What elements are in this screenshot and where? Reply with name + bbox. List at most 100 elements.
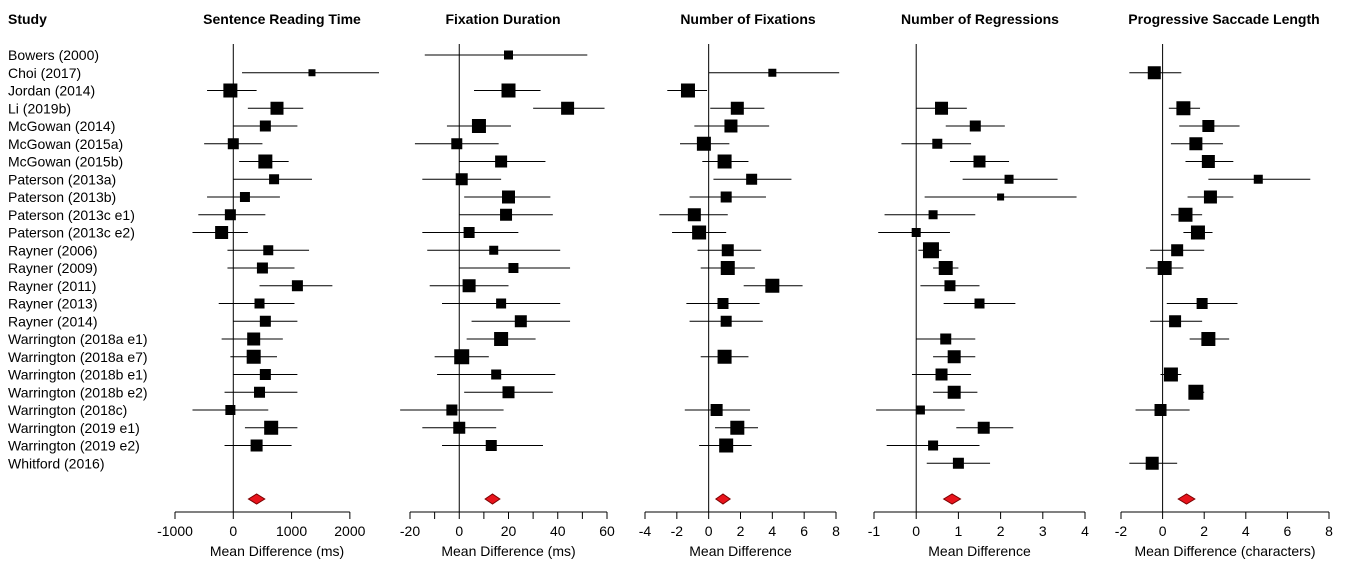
study-label: Paterson (2013b): [8, 189, 116, 205]
effect-size-marker: [944, 280, 956, 292]
study-label: Rayner (2006): [8, 242, 98, 258]
summary-diamond: [942, 493, 962, 505]
x-axis-label: Mean Difference: [689, 543, 792, 559]
effect-size-marker: [1190, 225, 1205, 240]
x-tick-label: -2: [671, 523, 684, 539]
forest-panel: Sentence Reading Time -1000 0 1000 2000 Mean …: [157, 11, 379, 559]
effect-size-marker: [911, 228, 921, 237]
effect-size-marker: [250, 439, 263, 452]
effect-size-marker: [254, 298, 265, 309]
effect-size-marker: [1154, 404, 1167, 416]
effect-size-marker: [724, 119, 738, 133]
summary-diamond: [1177, 493, 1196, 505]
effect-size-marker: [687, 208, 701, 222]
effect-size-marker: [1147, 66, 1161, 80]
effect-size-marker: [502, 190, 515, 204]
effect-size-marker: [462, 279, 476, 293]
study-label: Choi (2017): [8, 65, 81, 81]
effect-size-marker: [227, 138, 239, 150]
x-tick-label: 4: [768, 523, 776, 539]
effect-size-marker: [259, 120, 271, 132]
effect-size-marker: [1178, 207, 1193, 222]
x-tick-label: -1000: [157, 523, 193, 539]
forest-panel: Number of Fixations -4 -2 0 2 4 6 8 Mean Differe…: [639, 11, 840, 559]
effect-size-marker: [225, 405, 236, 415]
study-label: Rayner (2014): [8, 313, 98, 329]
effect-size-marker: [720, 315, 732, 327]
effect-size-marker: [922, 242, 939, 259]
effect-size-marker: [720, 191, 732, 203]
x-tick-label: 1: [955, 523, 963, 539]
effect-size-marker: [952, 457, 964, 469]
x-tick-label: 1000: [276, 523, 307, 539]
study-label: McGowan (2015a): [8, 136, 123, 152]
x-tick-label: 6: [800, 523, 808, 539]
x-axis-label: Mean Difference (ms): [441, 543, 575, 559]
forest-panel: Number of Regressions -1 0 1 2 3 4 Mean Differe…: [868, 11, 1089, 559]
effect-size-marker: [259, 315, 271, 327]
effect-size-marker: [730, 101, 744, 115]
study-label: Rayner (2011): [8, 278, 96, 294]
study-label: McGowan (2015b): [8, 154, 123, 170]
x-tick-label: 0: [229, 523, 237, 539]
effect-size-marker: [1203, 190, 1217, 204]
x-tick-label: -4: [639, 523, 652, 539]
effect-size-marker: [915, 405, 925, 415]
study-label: Paterson (2013a): [8, 171, 116, 187]
effect-size-marker: [254, 386, 266, 398]
effect-size-marker: [730, 420, 745, 435]
study-label: Warrington (2018a e7): [8, 349, 148, 365]
effect-size-marker: [1163, 367, 1178, 382]
effect-size-marker: [938, 261, 953, 275]
x-tick-label: 2: [997, 523, 1005, 539]
x-tick-label: 2: [737, 523, 745, 539]
x-tick-label: 60: [599, 523, 615, 539]
effect-size-marker: [223, 83, 238, 98]
effect-size-marker: [928, 210, 938, 220]
effect-size-marker: [940, 333, 952, 345]
effect-size-marker: [455, 173, 468, 186]
effect-size-marker: [270, 101, 284, 115]
effect-size-marker: [256, 262, 268, 274]
effect-size-marker: [489, 245, 499, 255]
panel-title: Number of Fixations: [680, 11, 816, 27]
x-tick-label: 4: [1081, 523, 1089, 539]
effect-size-marker: [308, 69, 316, 77]
x-tick-label: 4: [1242, 523, 1250, 539]
study-label: Warrington (2019 e2): [8, 438, 140, 454]
x-tick-label: -1: [868, 523, 881, 539]
x-tick-label: 40: [550, 523, 566, 539]
effect-size-marker: [224, 209, 236, 221]
effect-size-marker: [471, 119, 486, 133]
summary-diamond: [714, 493, 732, 505]
effect-size-marker: [1004, 174, 1014, 184]
study-label: Warrington (2018c): [8, 402, 127, 418]
effect-size-marker: [721, 244, 734, 257]
effect-size-marker: [246, 349, 261, 364]
effect-size-marker: [947, 385, 961, 399]
effect-size-marker: [717, 349, 732, 364]
effect-size-marker: [259, 369, 271, 380]
effect-size-marker: [247, 332, 261, 346]
study-label: Paterson (2013c e2): [8, 225, 135, 241]
study-label: Whitford (2016): [8, 455, 104, 471]
x-tick-label: 0: [705, 523, 713, 539]
x-tick-label: 2000: [334, 523, 365, 539]
effect-size-marker: [504, 50, 513, 60]
effect-size-marker: [746, 173, 758, 185]
x-tick-label: 8: [1325, 523, 1333, 539]
x-tick-label: 0: [455, 523, 463, 539]
effect-size-marker: [928, 440, 939, 451]
x-axis-label: Mean Difference (characters): [1134, 543, 1315, 559]
effect-size-marker: [451, 138, 463, 150]
effect-size-marker: [494, 332, 509, 346]
x-tick-label: -20: [400, 523, 420, 539]
panel-title: Progressive Saccade Length: [1128, 11, 1319, 27]
effect-size-marker: [446, 404, 458, 416]
effect-size-marker: [935, 368, 948, 381]
study-label: Rayner (2009): [8, 260, 98, 276]
study-label: McGowan (2014): [8, 118, 115, 134]
effect-size-marker: [680, 83, 695, 98]
forest-panel: Fixation Duration -20 0 20 40 60 Mean Differen…: [400, 11, 615, 559]
effect-size-marker: [1145, 456, 1159, 470]
